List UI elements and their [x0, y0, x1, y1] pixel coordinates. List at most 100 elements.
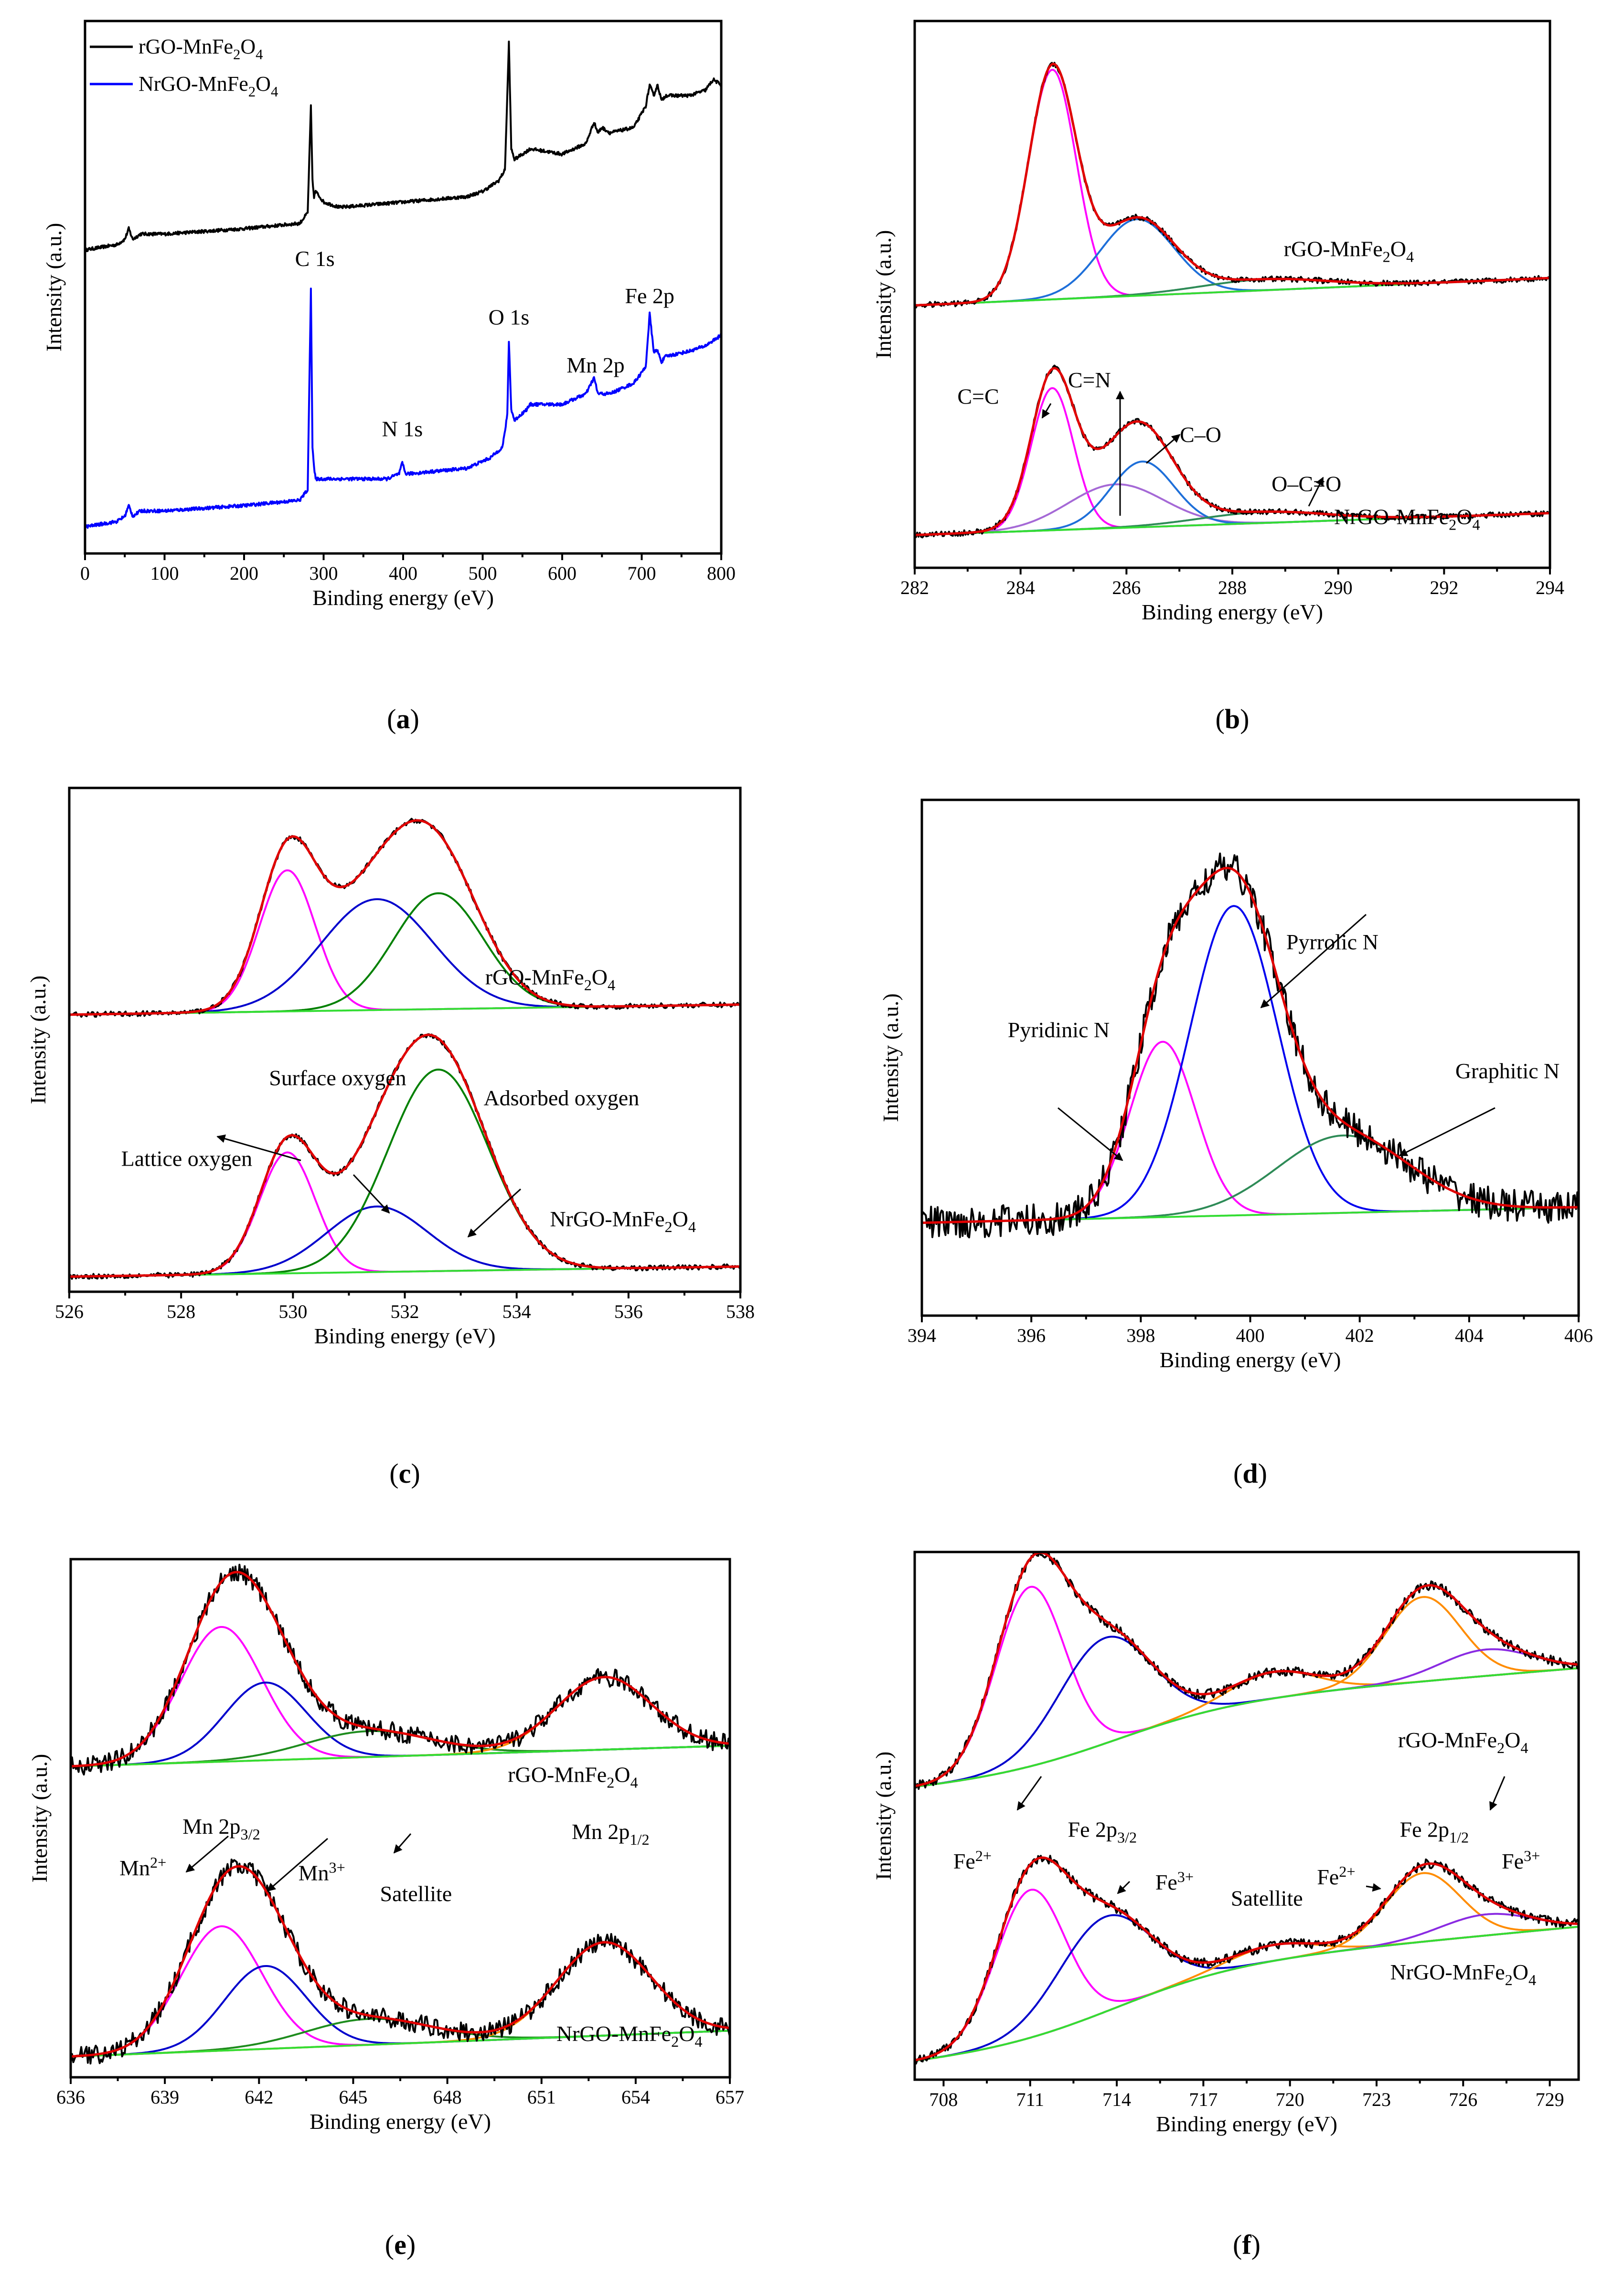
raw-data-nrgo-mnfe2o4 [922, 852, 1579, 1239]
x-tick-label: 400 [1236, 1325, 1265, 1346]
plot-area-a [85, 41, 721, 529]
panel-label-e: (e) [385, 2229, 416, 2260]
x-tick-label: 720 [1276, 2089, 1304, 2110]
annotation-label: Mn3+ [299, 1859, 345, 1885]
envelope-fit-rgo-mnfe2o4 [915, 1552, 1579, 1787]
annotation-arrow [1117, 1881, 1131, 1894]
annotation-arrow [1489, 1776, 1506, 1811]
background-nrgo-mnfe2o4 [915, 1925, 1579, 2062]
x-tick-label: 645 [339, 2086, 367, 2108]
x-tick-label: 394 [908, 1325, 936, 1346]
annotation-label: rGO-MnFe2O4 [508, 1763, 638, 1791]
x-tick-label: 700 [628, 563, 656, 584]
x-tick-label: 657 [716, 2086, 744, 2108]
x-tick-label: 639 [150, 2086, 179, 2108]
annotation-label: Fe 2p1/2 [1400, 1818, 1469, 1846]
annotation-label: Satellite [1231, 1886, 1303, 1910]
series-line-rgo-mnfe2o4 [85, 41, 721, 253]
raw-data-rgo-mnfe2o4 [71, 1563, 730, 1775]
annotation-arrow [1366, 1883, 1381, 1892]
annotation-arrow [1146, 434, 1181, 464]
envelope-fit-nrgo-mnfe2o4 [915, 1856, 1579, 2062]
x-tick-label: 300 [310, 563, 338, 584]
y-axis-title: Intensity (a.u.) [27, 1754, 52, 1883]
envelope-fit-nrgo-mnfe2o4 [71, 1865, 730, 2058]
envelope-fit-nrgo-mnfe2o4 [922, 867, 1579, 1224]
annotation-label: rGO-MnFe2O4 [1284, 236, 1414, 265]
x-tick-label: 200 [230, 563, 258, 584]
annotation-label: Fe3+ [1155, 1868, 1194, 1894]
x-tick-label: 729 [1536, 2089, 1564, 2110]
raw-data-nrgo-mnfe2o4 [71, 1859, 730, 2065]
annotation-label: Pyridinic N [1008, 1018, 1110, 1042]
x-tick-label: 528 [167, 1301, 195, 1322]
annotation-arrow [185, 1835, 229, 1873]
x-tick-label: 536 [614, 1301, 643, 1322]
x-axis-title: Binding energy (eV) [312, 585, 494, 610]
x-tick-label: 530 [278, 1301, 307, 1322]
x-tick-label: 642 [245, 2086, 273, 2108]
annotation-arrow [467, 1188, 522, 1238]
annotation-label: N 1s [382, 417, 423, 441]
panel-f: 708 711 714 717 720 723 726 729 Binding energy (… [871, 1551, 1580, 2260]
envelope-fit-rgo-mnfe2o4 [915, 63, 1550, 307]
series-line-nrgo-mnfe2o4 [85, 287, 721, 529]
annotation-label: C 1s [295, 246, 335, 271]
panel-d: 394 396 398 400 402 404 406 Binding energy (eV)… [878, 798, 1593, 1489]
annotation-label: NrGO-MnFe2O4 [1390, 1960, 1536, 1988]
x-tick-label: 600 [548, 563, 577, 584]
x-tick-label: 100 [150, 563, 179, 584]
raw-data-rgo-mnfe2o4 [69, 818, 740, 1018]
x-tick-label: 398 [1126, 1325, 1155, 1346]
plot-area-d [922, 852, 1579, 1239]
x-tick-label: 288 [1218, 577, 1247, 598]
envelope-fit-nrgo-mnfe2o4 [915, 367, 1550, 536]
annotation-label: Mn2+ [119, 1854, 166, 1880]
component-rgo-mnfe2o4-1 [915, 1636, 1579, 1788]
x-tick-label: 711 [1016, 2089, 1044, 2110]
background-rgo-mnfe2o4 [915, 1667, 1579, 1788]
plot-area-b [915, 62, 1550, 539]
envelope-fit-rgo-mnfe2o4 [69, 819, 740, 1016]
plot-frame-e [69, 1558, 731, 2079]
annotation-label: Mn 2p3/2 [182, 1814, 260, 1843]
annotation-label: O–C=O [1271, 472, 1341, 496]
y-axis-title: Intensity (a.u.) [871, 1752, 896, 1881]
plot-frame-b [913, 20, 1551, 569]
component-rgo-mnfe2o4-1 [69, 898, 740, 1016]
annotation-arrow [1399, 1107, 1496, 1157]
x-tick-label: 714 [1102, 2089, 1131, 2110]
panel-label-b: (b) [1216, 703, 1250, 734]
x-tick-label: 404 [1455, 1325, 1484, 1346]
x-tick-label: 636 [56, 2086, 85, 2108]
annotation-label: Satellite [380, 1881, 452, 1906]
annotation-label: Lattice oxygen [121, 1146, 253, 1170]
panel-a: 0 100 200 300 400 500 600 700 800 Binding energy … [42, 20, 736, 734]
x-tick-label: 294 [1536, 577, 1564, 598]
x-tick-label: 406 [1564, 1325, 1593, 1346]
annotation-label: Fe2+ [1317, 1863, 1355, 1889]
annotation-label: Surface oxygen [269, 1065, 406, 1090]
panel-label-f: (f) [1233, 2229, 1261, 2260]
x-tick-label: 654 [621, 2086, 650, 2108]
envelope-fit-rgo-mnfe2o4 [71, 1571, 730, 1768]
annotation-label: Fe3+ [1502, 1847, 1540, 1873]
component-rgo-mnfe2o4-4 [915, 1648, 1579, 1788]
annotation-label: Mn 2p1/2 [572, 1819, 650, 1848]
annotation-arrow [267, 1838, 328, 1892]
annotation-arrow [393, 1833, 412, 1854]
x-tick-label: 500 [469, 563, 497, 584]
plot-area-f [915, 1552, 1579, 2065]
x-tick-label: 396 [1017, 1325, 1046, 1346]
y-axis-title: Intensity (a.u.) [871, 230, 896, 359]
annotation-label: C–O [1180, 423, 1221, 447]
component-nrgo-mnfe2o4-2 [915, 1925, 1579, 2062]
x-tick-label: 651 [527, 2086, 556, 2108]
plot-frame-d [920, 798, 1580, 1317]
background-nrgo-mnfe2o4 [71, 2030, 730, 2058]
annotation-label: NrGO-MnFe2O4 [550, 1207, 696, 1235]
annotation-label: NrGO-MnFe2O4 [556, 2021, 703, 2050]
annotation-label: Pyrrolic N [1286, 930, 1378, 954]
panel-c: 526 528 530 532 534 536 538 Binding energy (eV)… [26, 787, 755, 1489]
annotation-label: C=C [957, 384, 999, 409]
